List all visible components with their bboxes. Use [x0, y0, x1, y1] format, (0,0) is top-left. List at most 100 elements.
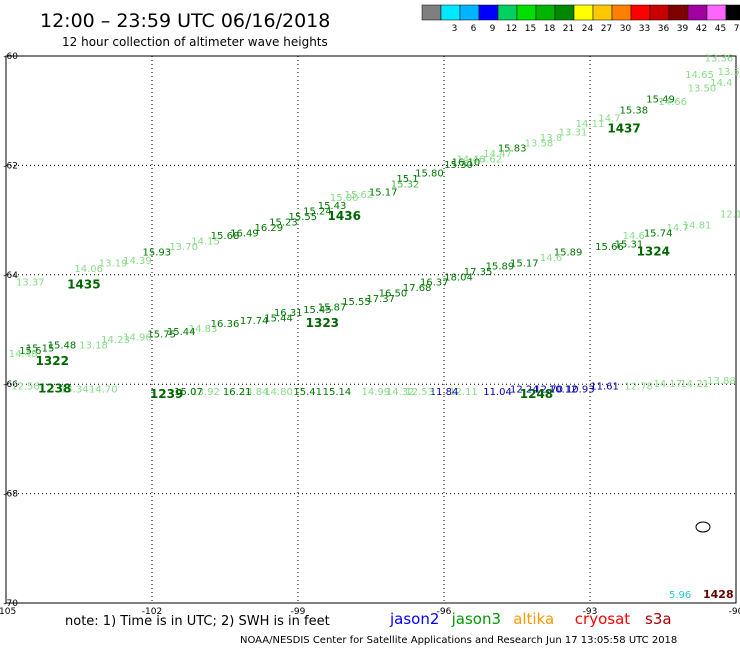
swh-label: 15.30 [444, 160, 473, 171]
legend-tick-label: 70 [734, 24, 740, 34]
swh-label: 14.65 [685, 70, 714, 81]
legend-swatch [725, 4, 740, 21]
corner-cyan-value: 5.96 [669, 590, 691, 601]
legend-tick-label: 9 [490, 24, 496, 34]
legend-tick-label: 3 [452, 24, 458, 34]
legend-tick-label: 12 [506, 24, 517, 34]
swh-label: 17.37 [366, 294, 395, 305]
color-legend: 36912151821242730333639424570(ft) [421, 4, 740, 34]
legend-swatch [497, 4, 518, 21]
swh-label: 15.6 [19, 346, 41, 357]
swh-label: 14.17 [654, 379, 683, 390]
lat-tick-label: -66 [3, 380, 18, 390]
swh-label: 15.80 [415, 168, 444, 179]
legend-tick-label: 6 [471, 24, 477, 34]
swh-label: 14.84 [240, 387, 269, 398]
track-group: 12.114.8114.715.7414.615.3115.6615.8914.… [9, 209, 740, 368]
swh-label: 14.47 [483, 149, 512, 160]
swh-label: 16.49 [230, 229, 259, 240]
legend-tick-label: 24 [582, 24, 594, 34]
swh-label: 13.18 [79, 341, 108, 352]
satellite-name-s3a: s3a [645, 610, 672, 628]
swh-label: 11.61 [590, 382, 619, 393]
swh-label: 16.31 [274, 308, 303, 319]
lon-tick-label: -90 [729, 607, 740, 617]
pass-time-label: 1322 [36, 354, 69, 368]
legend-swatch [630, 4, 651, 21]
swh-label: 13.50 [688, 84, 717, 95]
swh-label: 18.04 [444, 272, 473, 283]
swh-label: 16.21 [223, 387, 252, 398]
swh-label: 14.66 [658, 97, 687, 108]
swh-label: 14.6 [623, 231, 645, 242]
legend-swatch [516, 4, 537, 21]
swh-label: 15.07 [174, 387, 203, 398]
swh-label: 14.99 [362, 387, 391, 398]
swh-label: 13.8 [540, 133, 562, 144]
legend-tick-label: 33 [639, 24, 650, 34]
swh-label: 15.24 [303, 207, 332, 218]
pass-time-label: 1238 [38, 381, 71, 395]
pass-time-label: 1239 [150, 387, 183, 401]
swh-label: 12.78 [624, 382, 653, 393]
credit-footer: NOAA/NESDIS Center for Satellite Applica… [240, 635, 677, 646]
swh-label: 10.93 [566, 384, 595, 395]
pass-time-label: 1437 [607, 122, 640, 136]
swh-label: 13.58 [525, 138, 554, 149]
swh-label: 14.81 [683, 220, 712, 231]
legend-swatch [592, 4, 613, 21]
legend-swatch [687, 4, 708, 21]
swh-label: 13.5 [718, 67, 740, 78]
swh-label: 15.17 [510, 259, 539, 270]
swh-label: 14.23 [101, 335, 130, 346]
swh-label: 13.37 [16, 278, 45, 289]
legend-tick-label: 30 [620, 24, 632, 34]
lon-tick-label: -99 [291, 607, 306, 617]
swh-label: 15.1 [396, 174, 418, 185]
satellite-legend: jason2 jason3 altika cryosat s3a [389, 610, 672, 628]
lat-tick-label: -68 [3, 490, 18, 500]
swh-label: 15.48 [48, 341, 77, 352]
swh-label: 13.19 [99, 259, 128, 270]
swh-label: 15.55 [289, 212, 318, 223]
swh-label: 14.11 [576, 119, 605, 130]
pass-time-label: 1324 [637, 245, 670, 259]
satellite-name-jason3: jason3 [451, 610, 501, 628]
swh-label: 15.44 [264, 313, 293, 324]
legend-tick-label: 36 [658, 24, 670, 34]
swh-label: 13.31 [559, 127, 588, 138]
swh-label: 14.7 [598, 114, 620, 125]
pass-time-label: 1435 [67, 277, 100, 291]
lat-tick-label: -60 [3, 52, 18, 62]
swh-label: 15.31 [615, 239, 644, 250]
corner-maroon-time: 1428 [703, 588, 734, 601]
swh-label: 15.41 [293, 387, 322, 398]
map-title: 12:00 – 23:59 UTC 06/16/2018 [40, 10, 330, 32]
swh-label: 17.35 [464, 267, 493, 278]
swh-label: 15.83 [498, 144, 527, 155]
legend-tick-label: 15 [525, 24, 536, 34]
legend-tick-label: 18 [544, 24, 556, 34]
swh-label: 14.96 [123, 332, 152, 343]
pass-time-label: 1248 [520, 387, 553, 401]
swh-label: 15.93 [143, 248, 172, 259]
swh-label: 12.11 [449, 387, 478, 398]
swh-label: 14.15 [191, 237, 220, 248]
satellite-name-jason2: jason2 [389, 610, 439, 628]
swh-label: 15.43 [318, 201, 347, 212]
swh-label: 14.21 [680, 379, 709, 390]
swh-label: 13.34 [60, 384, 89, 395]
swh-label: 15.44 [167, 327, 196, 338]
lat-lon-grid [6, 56, 736, 603]
swh-label: 14.70 [89, 384, 118, 395]
satellite-name-cryosat: cryosat [575, 610, 630, 628]
map-frame [5, 55, 737, 604]
lat-tick-label: -64 [3, 271, 18, 281]
legend-swatch [611, 4, 632, 21]
swh-label: 14.6 [540, 253, 562, 264]
swh-label: 12.70 [534, 384, 563, 395]
lon-tick-label: -102 [142, 607, 162, 617]
swh-label: 15.32 [391, 179, 420, 190]
